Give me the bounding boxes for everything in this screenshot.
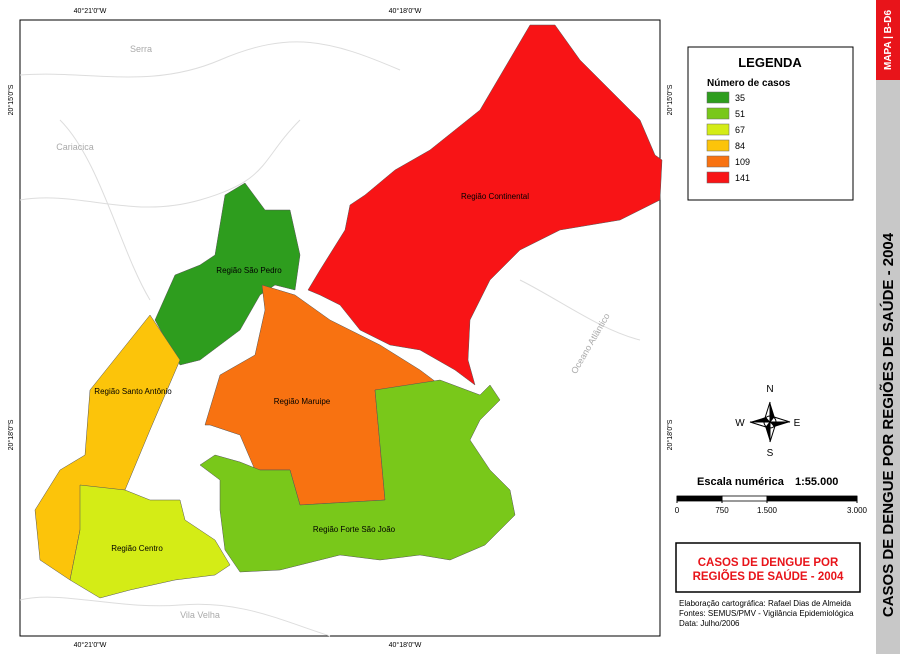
coord-label: 40°18'0"W [389,641,422,649]
region [154,182,301,366]
region-label: Região São Pedro [216,266,282,275]
coord-label: 20°15'0"S [666,84,674,115]
legend-value: 67 [735,125,745,135]
legend-swatch [706,155,730,168]
legend-swatch [706,107,730,120]
scale-tick-label: 750 [715,506,729,515]
legend-value: 84 [735,141,745,151]
region-label: Região Centro [111,544,163,553]
side-strip [876,0,900,654]
legend-value: 51 [735,109,745,119]
title-box [675,542,861,593]
compass-label: E [794,418,801,429]
region-label: Região Santo Antônio [94,387,172,396]
coord-label: 20°15'0"S [7,84,15,115]
region [69,484,231,599]
legend-swatch [706,123,730,136]
scale-label: Escala numérica [697,476,785,488]
background-roads [19,41,641,637]
compass-label: N [766,384,773,395]
place-label: Serra [130,44,152,54]
side-code-box [876,0,900,80]
legend-title: LEGENDA [738,55,802,70]
legend-subtitle: Número de casos [707,78,791,89]
coord-label: 40°21'0"W [74,7,107,15]
credit-line: Fontes: SEMUS/PMV - Vigilância Epidemiol… [679,609,854,618]
legend-value: 141 [735,173,750,183]
region [204,284,441,506]
scale-ratio: 1:55.000 [795,476,838,488]
region-label: Região Maruipe [274,397,331,406]
compass-label: W [735,418,745,429]
title-line: REGIÕES DE SAÚDE - 2004 [693,570,844,583]
legend-value: 35 [735,93,745,103]
scale-segment [676,495,723,502]
side-title: CASOS DE DENGUE POR REGIÕES DE SAÚDE - 2… [879,232,897,617]
coord-label: 40°21'0"W [74,641,107,649]
legend-swatch [706,171,730,184]
region [199,379,516,573]
coord-label: 20°18'0"S [7,419,15,450]
place-label: Cariacica [56,142,94,152]
side-code: MAPA | B-D6 [883,10,894,70]
scale-segment [766,495,858,502]
credit-line: Data: Julho/2006 [679,619,740,628]
title-line: CASOS DE DENGUE POR [698,557,839,569]
region-label: Região Forte São João [313,525,396,534]
legend-swatch [706,91,730,104]
coord-label: 40°18'0"W [389,7,422,15]
region [307,24,663,386]
coord-label: 20°18'0"S [666,419,674,450]
scale-tick-label: 3.000 [847,506,868,515]
scale-segment [721,495,768,502]
compass [749,401,791,443]
place-label: Vila Velha [180,610,220,620]
compass-label: S [767,448,774,459]
legend-value: 109 [735,157,750,167]
scale-tick-label: 0 [675,506,680,515]
region-label: Região Continental [461,192,529,201]
scale-tick-label: 1.500 [757,506,778,515]
credit-line: Elaboração cartográfica: Rafael Dias de … [679,599,852,608]
legend-swatch [706,139,730,152]
